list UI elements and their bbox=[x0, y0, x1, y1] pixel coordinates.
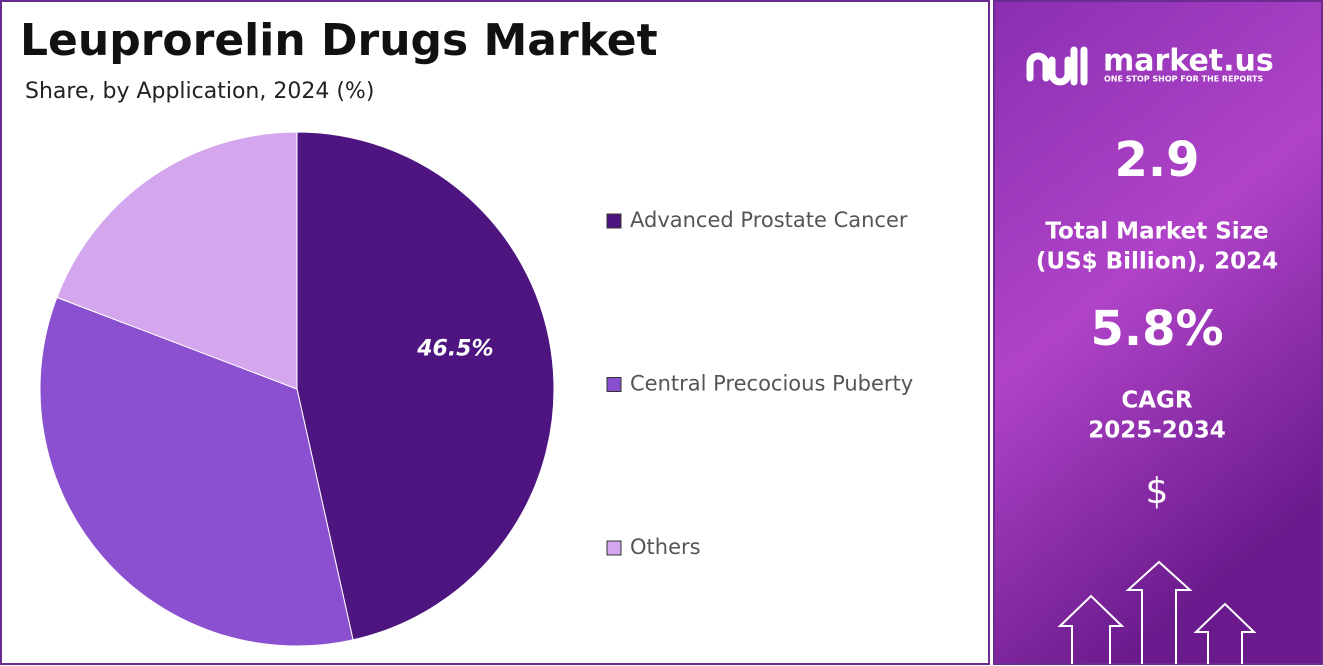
chart-subtitle: Share, by Application, 2024 (%) bbox=[25, 79, 374, 104]
pie-slice bbox=[296, 131, 555, 641]
arrow-icon bbox=[1125, 560, 1193, 664]
legend-swatch bbox=[606, 213, 622, 229]
logo: market.us ONE STOP SHOP FOR THE REPORTS bbox=[1026, 44, 1274, 86]
cagr-label: 2025-2034 bbox=[1088, 418, 1226, 444]
market-size-label: (US$ Billion), 2024 bbox=[1036, 249, 1278, 275]
arrow-icon bbox=[1193, 602, 1257, 664]
chart-title: Leuprorelin Drugs Market bbox=[20, 15, 658, 66]
pie-slice bbox=[39, 296, 354, 647]
market-size: 2.9 bbox=[1114, 132, 1199, 188]
legend-label: Central Precocious Puberty bbox=[630, 372, 913, 396]
legend-label: Advanced Prostate Cancer bbox=[630, 208, 908, 232]
legend-label: Others bbox=[630, 535, 701, 559]
cagr: 5.8% bbox=[1090, 301, 1223, 357]
arrows bbox=[1057, 560, 1257, 664]
data-label: 46.5% bbox=[416, 337, 493, 362]
legend-swatch bbox=[606, 540, 622, 556]
currency-icon: $ bbox=[1146, 471, 1169, 512]
pie-slice bbox=[56, 131, 298, 390]
arrow-icon bbox=[1057, 594, 1125, 664]
logo-icon bbox=[1026, 46, 1088, 86]
legend-swatch bbox=[606, 377, 622, 392]
logo-text: market.us bbox=[1103, 44, 1274, 79]
side-panel bbox=[993, 0, 1323, 665]
market-size-label: Total Market Size bbox=[1045, 219, 1268, 245]
logo-tagline: ONE STOP SHOP FOR THE REPORTS bbox=[1104, 75, 1263, 84]
cagr-label: CAGR bbox=[1121, 388, 1193, 414]
